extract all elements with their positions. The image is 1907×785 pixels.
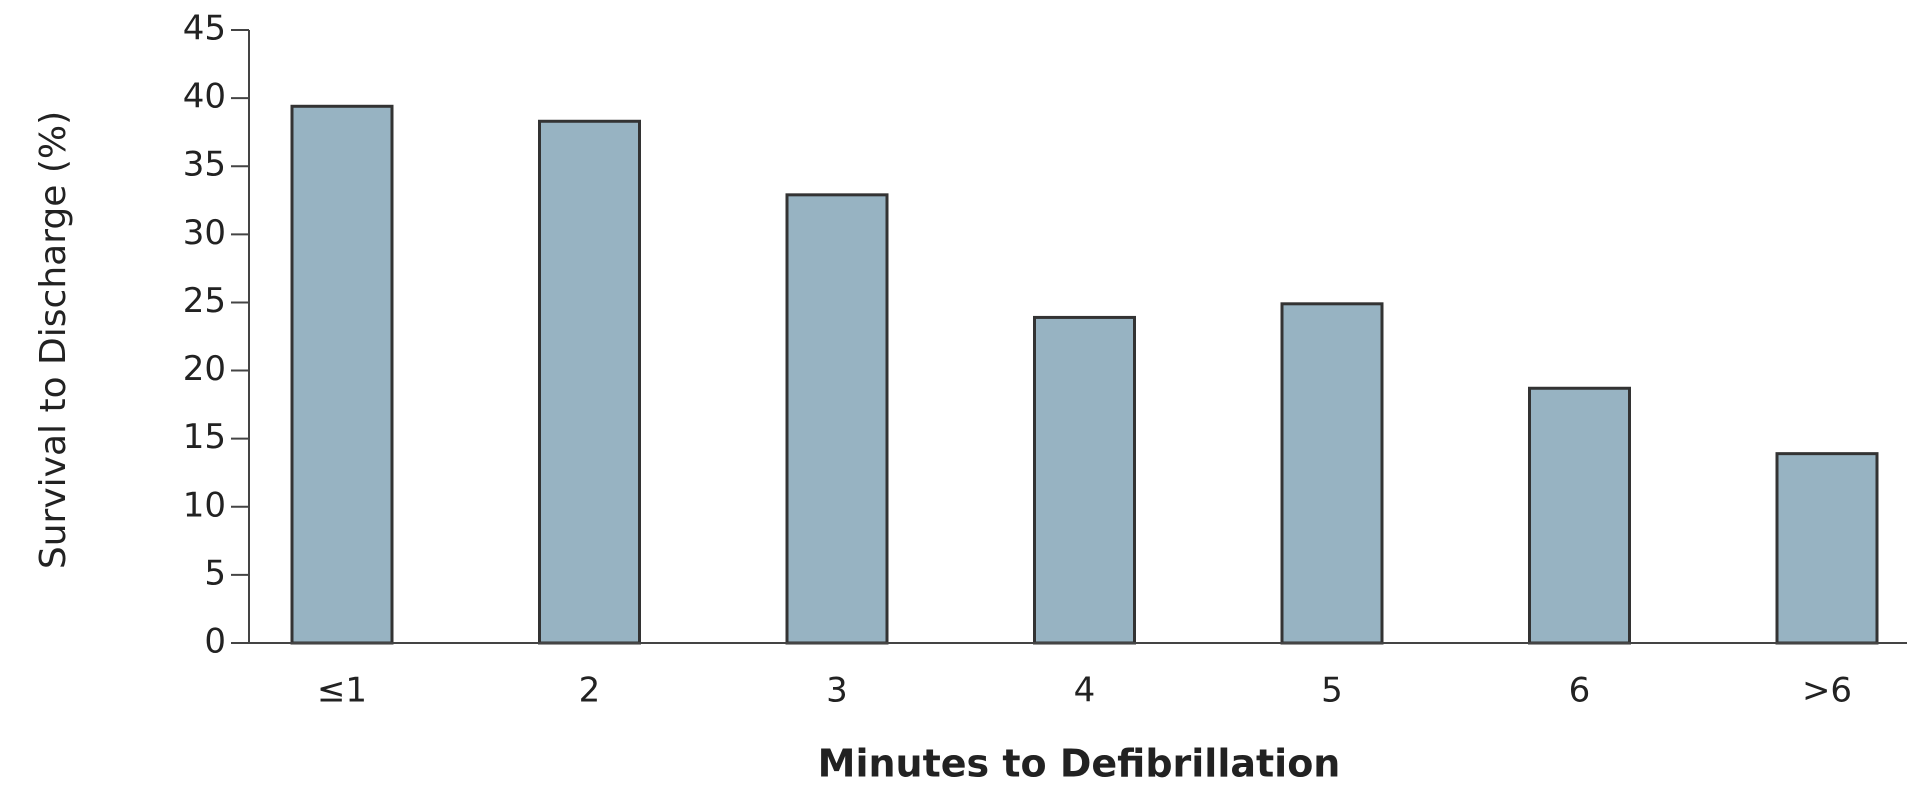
x-tick-label: 3 [826,671,848,711]
x-tick-label: 2 [579,671,601,711]
bar [1280,302,1384,645]
x-tick-label: 6 [1569,671,1591,711]
x-axis-title: Minutes to Defibrillation [818,742,1341,785]
y-axis-title: Survival to Discharge (%) [33,111,74,569]
y-tick-label: 45 [183,9,226,49]
bar [538,119,641,645]
x-tick-label: ≤1 [317,671,367,711]
y-tick-label: 40 [183,77,226,117]
y-tick-label: 15 [183,417,226,457]
bar [1775,452,1879,645]
y-tick-label: 0 [204,622,226,662]
bar [1528,386,1631,645]
y-tick-label: 25 [183,281,226,321]
bar [290,104,394,645]
x-tick-label: 4 [1074,671,1096,711]
bar [785,193,889,645]
x-tick-label: 5 [1321,671,1343,711]
y-tick-label: 35 [183,145,226,185]
y-tick-label: 20 [183,349,226,389]
y-tick-label: 5 [204,553,226,593]
x-tick-label: >6 [1802,671,1852,711]
y-tick-label: 10 [183,485,226,525]
bar [1033,315,1136,645]
y-tick-label: 30 [183,213,226,253]
